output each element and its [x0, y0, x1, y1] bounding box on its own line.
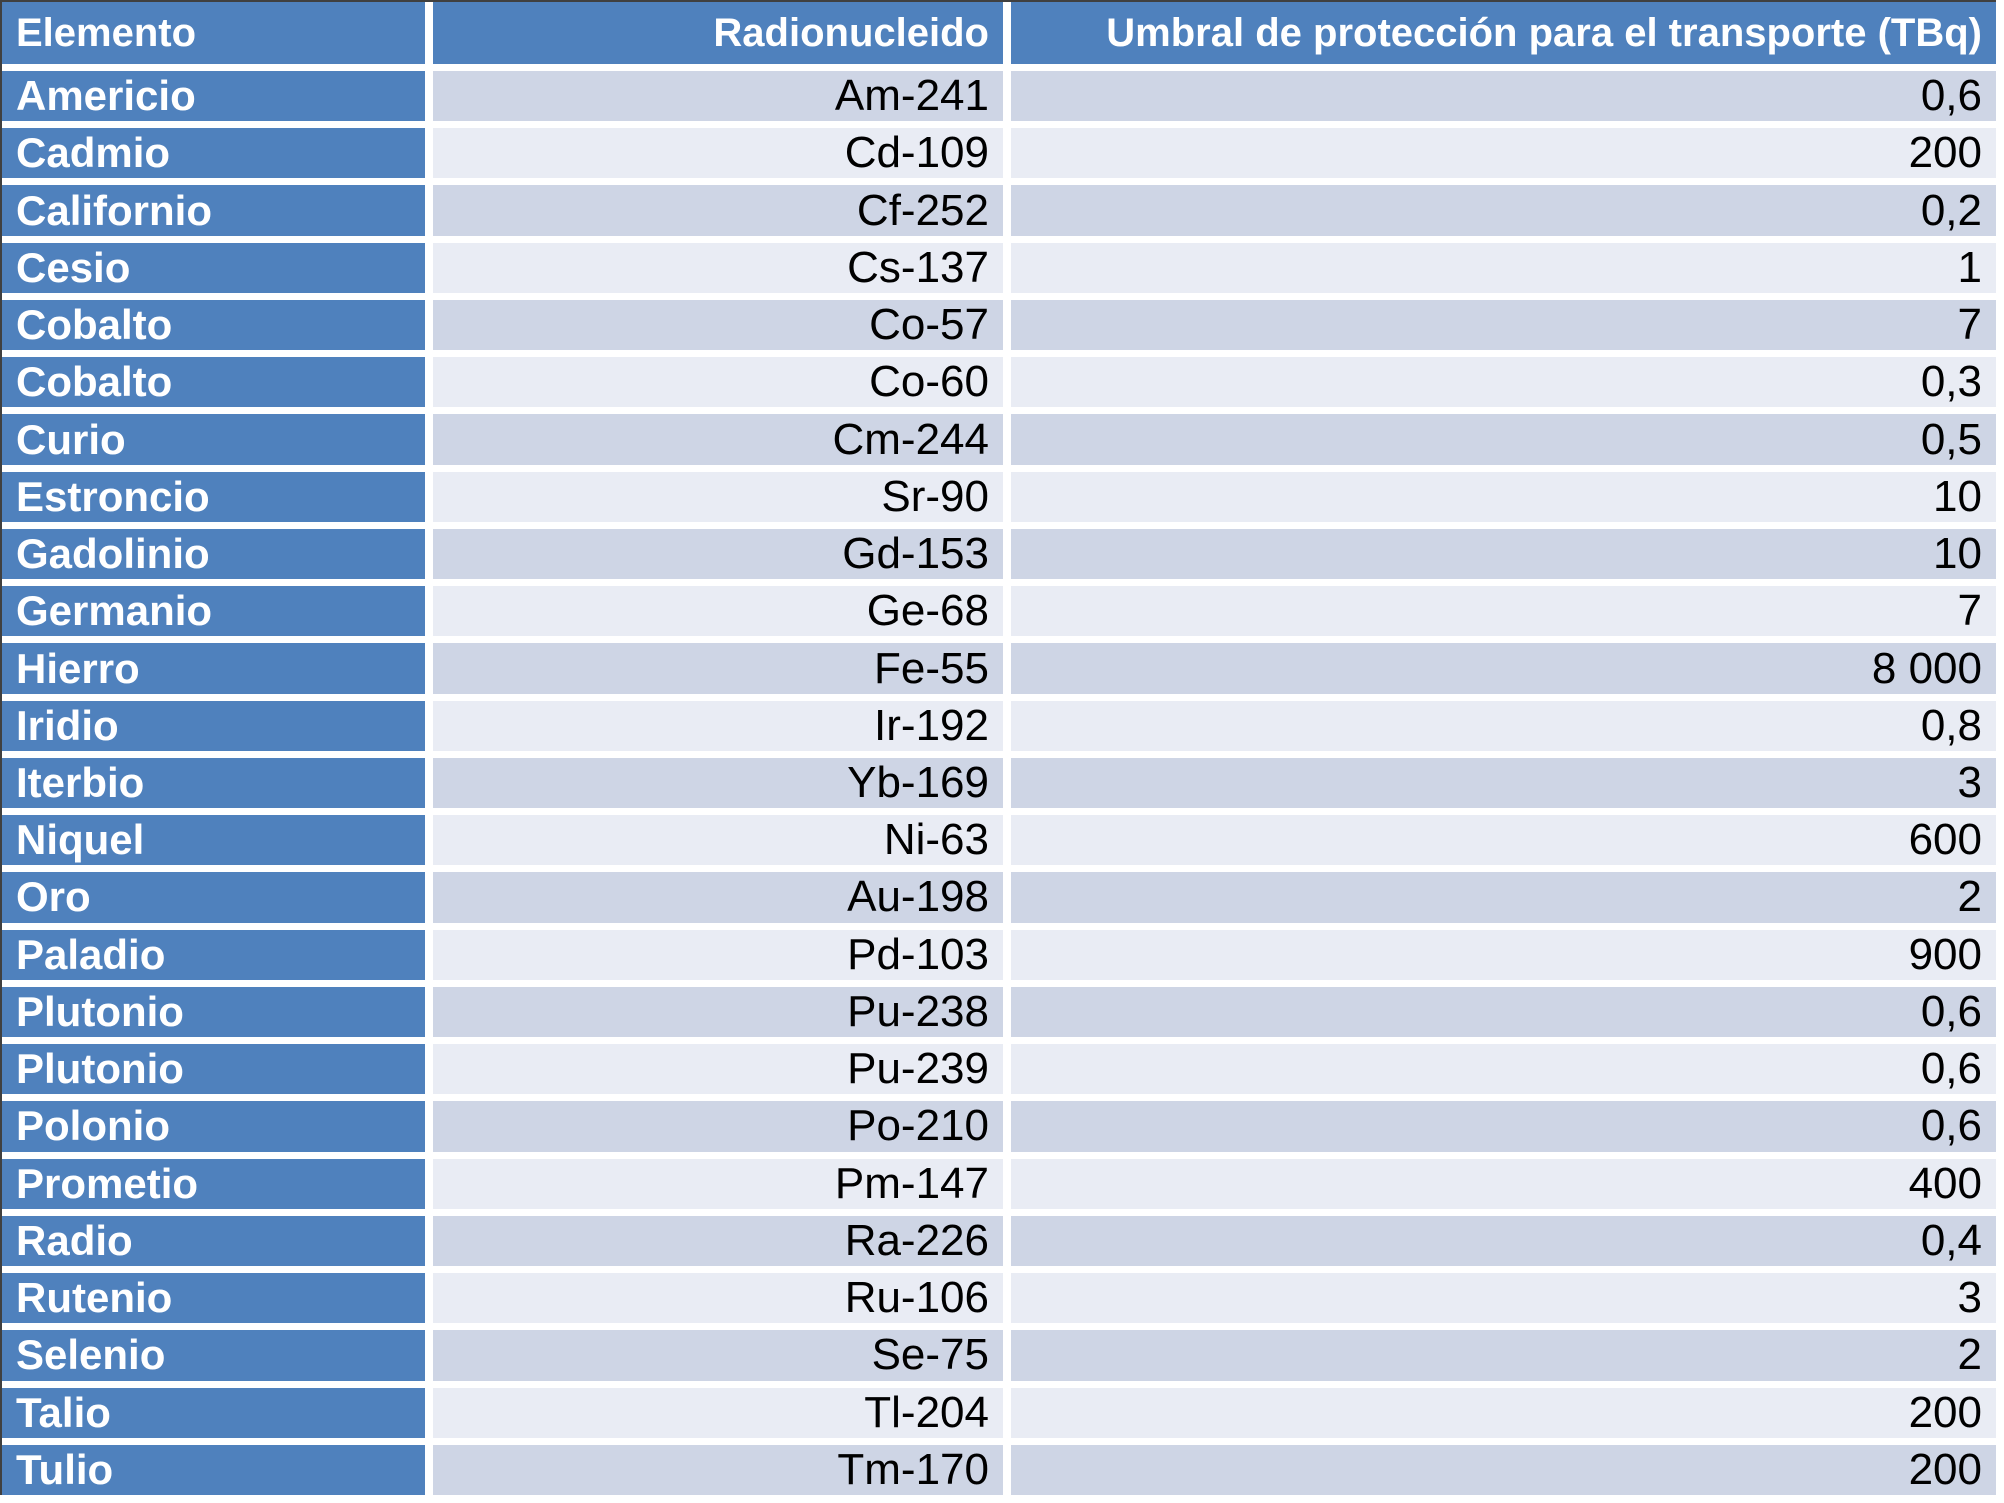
cell-umbral: 200 — [1011, 1444, 1996, 1495]
cell-radionucleido: Fe-55 — [433, 643, 1003, 694]
cell-elemento: Estroncio — [2, 471, 425, 522]
cell-elemento: Cobalto — [2, 299, 425, 351]
cell-radionucleido: Pd-103 — [433, 929, 1003, 980]
cell-elemento: Prometio — [2, 1158, 425, 1209]
cell-radionucleido: Sr-90 — [433, 471, 1003, 522]
cell-umbral: 0,6 — [1011, 986, 1996, 1038]
cell-umbral: 200 — [1011, 1387, 1996, 1438]
cell-elemento: Rutenio — [2, 1273, 425, 1324]
cell-radionucleido: Ge-68 — [433, 586, 1003, 637]
cell-radionucleido: Yb-169 — [433, 757, 1003, 809]
cell-elemento: Paladio — [2, 929, 425, 980]
cell-elemento: Cesio — [2, 242, 425, 293]
cell-umbral: 7 — [1011, 586, 1996, 637]
cell-umbral: 0,6 — [1011, 1101, 1996, 1152]
cell-radionucleido: Pu-238 — [433, 986, 1003, 1038]
cell-umbral: 400 — [1011, 1158, 1996, 1209]
cell-elemento: Iridio — [2, 700, 425, 751]
cell-radionucleido: Se-75 — [433, 1330, 1003, 1381]
cell-radionucleido: Co-60 — [433, 357, 1003, 408]
cell-umbral: 600 — [1011, 815, 1996, 866]
cell-umbral: 0,6 — [1011, 1044, 1996, 1095]
cell-elemento: Radio — [2, 1215, 425, 1267]
cell-radionucleido: Au-198 — [433, 872, 1003, 923]
cell-umbral: 0,6 — [1011, 71, 1996, 122]
cell-umbral: 10 — [1011, 471, 1996, 522]
cell-elemento: Cobalto — [2, 357, 425, 408]
cell-elemento: Selenio — [2, 1330, 425, 1381]
column-header-umbral-transporte-tbq: Umbral de protección para el transporte … — [1011, 2, 1996, 64]
cell-elemento: Gadolinio — [2, 528, 425, 580]
cell-radionucleido: Pm-147 — [433, 1158, 1003, 1209]
cell-umbral: 900 — [1011, 929, 1996, 980]
cell-radionucleido: Tl-204 — [433, 1387, 1003, 1438]
cell-radionucleido: Cm-244 — [433, 414, 1003, 465]
cell-radionucleido: Gd-153 — [433, 528, 1003, 580]
cell-umbral: 0,2 — [1011, 185, 1996, 236]
cell-radionucleido: Co-57 — [433, 299, 1003, 351]
cell-umbral: 0,5 — [1011, 414, 1996, 465]
cell-umbral: 0,3 — [1011, 357, 1996, 408]
cell-radionucleido: Ra-226 — [433, 1215, 1003, 1267]
cell-radionucleido: Ni-63 — [433, 815, 1003, 866]
cell-elemento: Californio — [2, 185, 425, 236]
cell-umbral: 8 000 — [1011, 643, 1996, 694]
cell-elemento: Tulio — [2, 1444, 425, 1495]
cell-radionucleido: Ir-192 — [433, 700, 1003, 751]
cell-umbral: 200 — [1011, 128, 1996, 179]
cell-umbral: 0,4 — [1011, 1215, 1996, 1267]
cell-elemento: Cadmio — [2, 128, 425, 179]
cell-radionucleido: Ru-106 — [433, 1273, 1003, 1324]
column-header-radionucleido: Radionucleido — [433, 2, 1003, 64]
cell-elemento: Americio — [2, 71, 425, 122]
cell-radionucleido: Po-210 — [433, 1101, 1003, 1152]
column-header-elemento: Elemento — [2, 2, 425, 64]
cell-umbral: 2 — [1011, 872, 1996, 923]
cell-elemento: Germanio — [2, 586, 425, 637]
cell-radionucleido: Pu-239 — [433, 1044, 1003, 1095]
cell-umbral: 3 — [1011, 757, 1996, 809]
cell-elemento: Polonio — [2, 1101, 425, 1152]
cell-elemento: Curio — [2, 414, 425, 465]
cell-elemento: Talio — [2, 1387, 425, 1438]
cell-umbral: 10 — [1011, 528, 1996, 580]
cell-elemento: Oro — [2, 872, 425, 923]
cell-radionucleido: Cs-137 — [433, 242, 1003, 293]
cell-radionucleido: Tm-170 — [433, 1444, 1003, 1495]
cell-radionucleido: Cf-252 — [433, 185, 1003, 236]
cell-elemento: Iterbio — [2, 757, 425, 809]
cell-umbral: 3 — [1011, 1273, 1996, 1324]
cell-umbral: 0,8 — [1011, 700, 1996, 751]
cell-elemento: Hierro — [2, 643, 425, 694]
cell-elemento: Plutonio — [2, 986, 425, 1038]
cell-radionucleido: Cd-109 — [433, 128, 1003, 179]
cell-elemento: Plutonio — [2, 1044, 425, 1095]
cell-umbral: 2 — [1011, 1330, 1996, 1381]
cell-elemento: Niquel — [2, 815, 425, 866]
cell-umbral: 7 — [1011, 299, 1996, 351]
cell-radionucleido: Am-241 — [433, 71, 1003, 122]
cell-umbral: 1 — [1011, 242, 1996, 293]
